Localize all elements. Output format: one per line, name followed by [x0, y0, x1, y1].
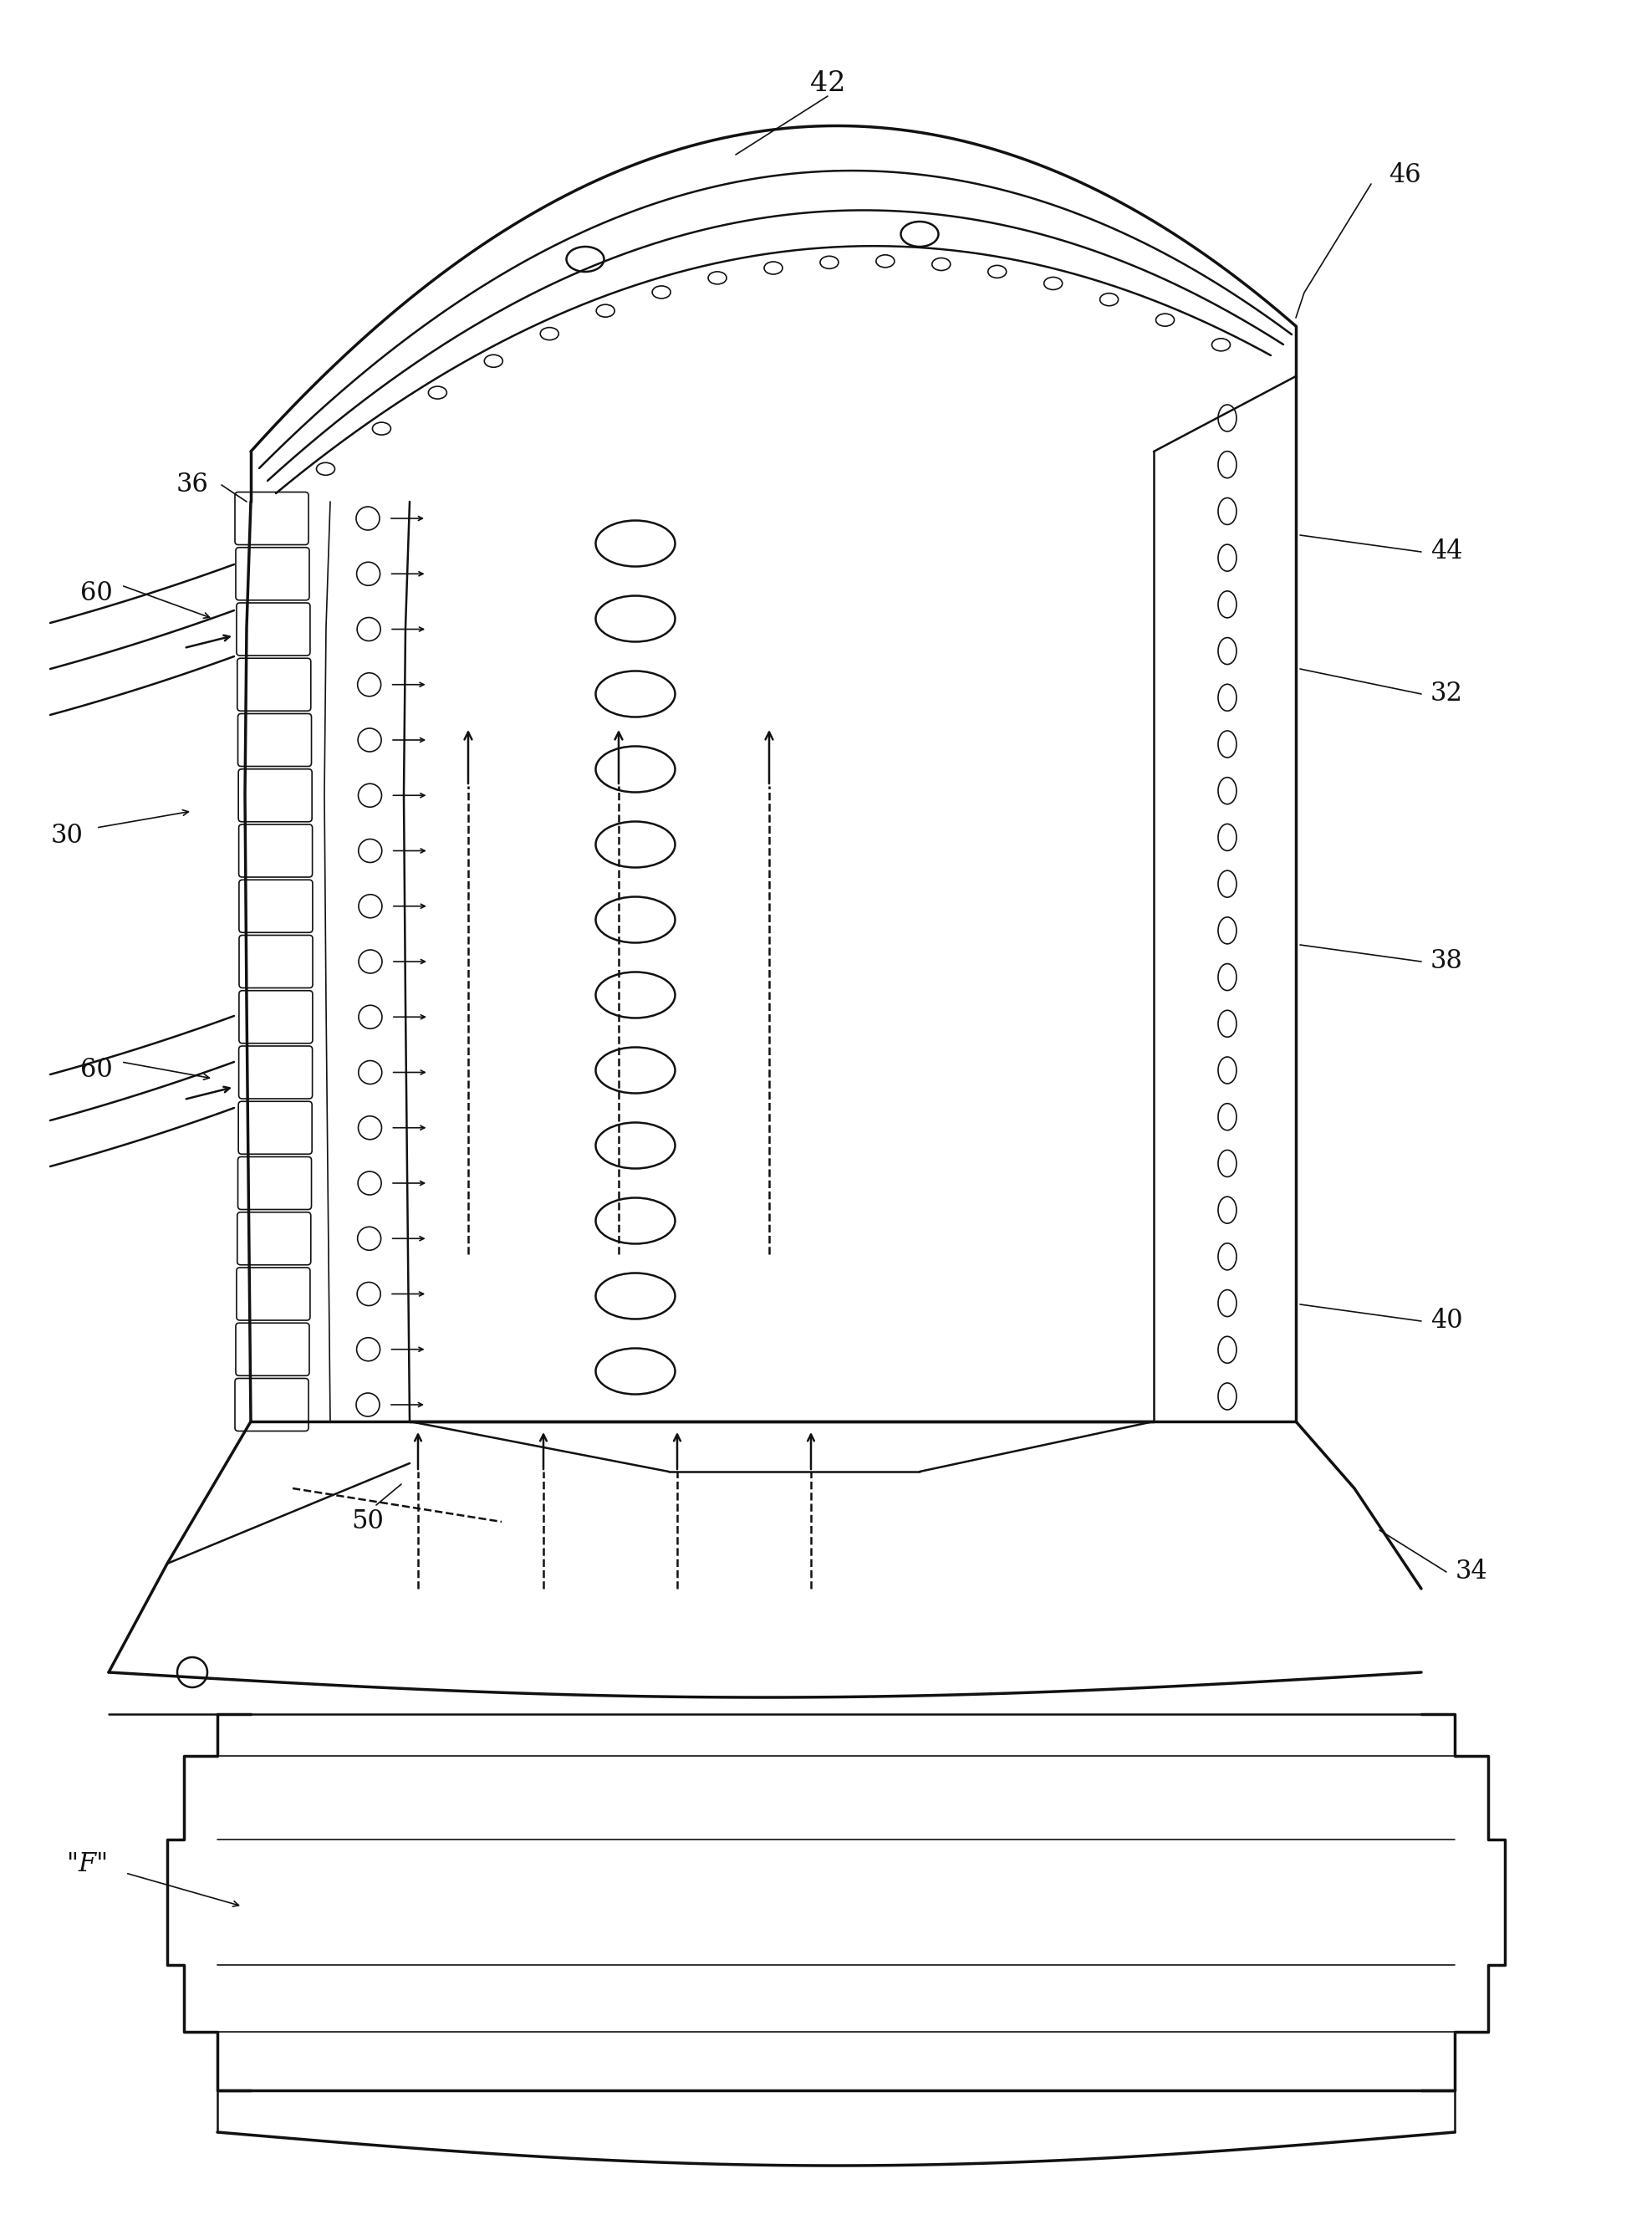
Text: 42: 42	[809, 69, 846, 96]
Text: 44: 44	[1431, 540, 1462, 564]
Text: 60: 60	[79, 1057, 112, 1084]
Text: 50: 50	[352, 1510, 385, 1534]
Text: 34: 34	[1455, 1559, 1487, 1586]
Text: 40: 40	[1431, 1309, 1462, 1334]
Text: 32: 32	[1431, 680, 1462, 707]
Text: 36: 36	[177, 473, 208, 497]
Text: 60: 60	[79, 580, 112, 607]
Text: "F": "F"	[68, 1851, 109, 1878]
Text: 46: 46	[1388, 163, 1421, 190]
Text: 30: 30	[51, 823, 83, 850]
Text: 38: 38	[1431, 948, 1462, 975]
